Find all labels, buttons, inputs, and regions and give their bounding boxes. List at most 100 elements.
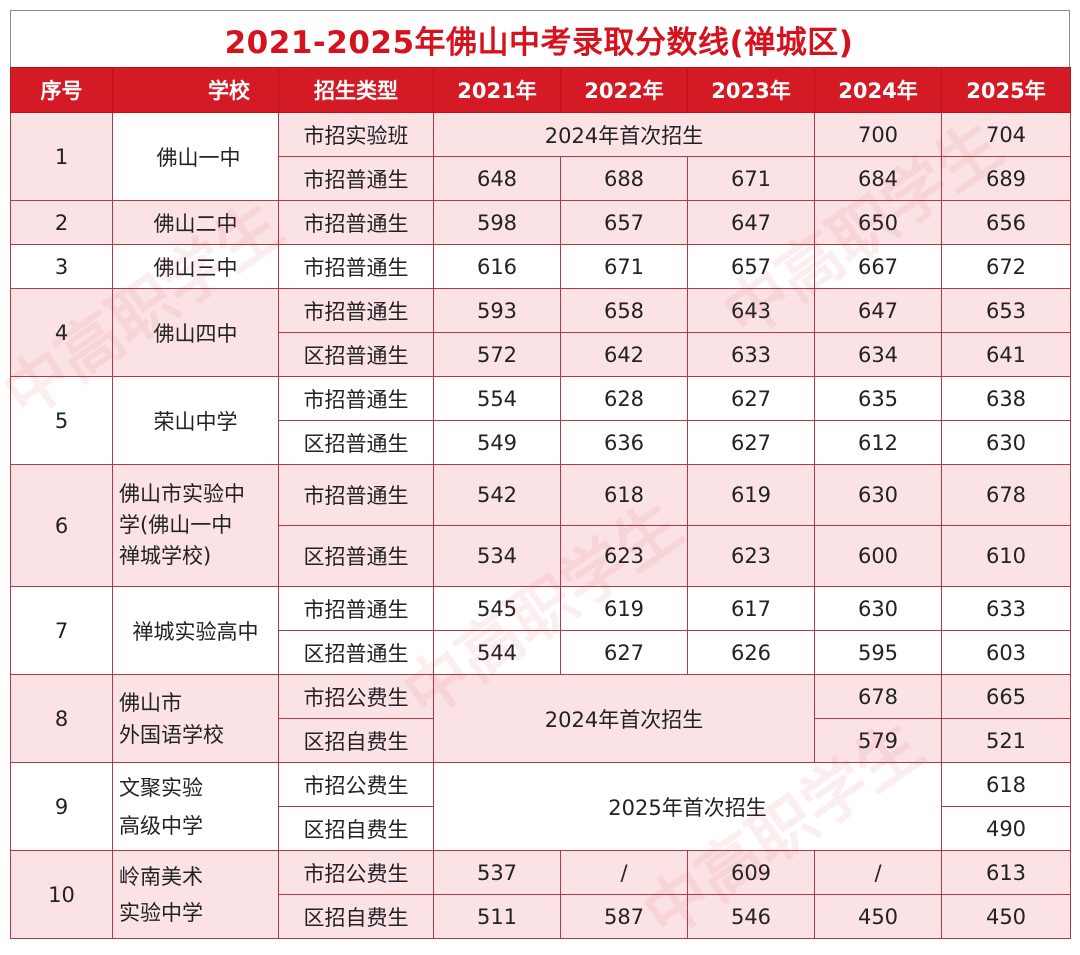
score-2022: 688	[560, 156, 688, 201]
score-2024: 600	[814, 525, 942, 587]
score-2023: 647	[687, 200, 815, 245]
enroll-type: 市招公费生	[278, 850, 434, 895]
header-2021: 2021年	[433, 67, 561, 113]
school-name: 佛山三中	[112, 244, 279, 289]
score-2022: 628	[560, 376, 688, 421]
score-2023: 643	[687, 288, 815, 333]
score-2021: 554	[433, 376, 561, 421]
score-2025: 630	[941, 420, 1071, 465]
school-name: 佛山市实验中 学(佛山一中 禅城学校)	[112, 464, 279, 587]
enroll-type: 区招普通生	[278, 332, 434, 377]
table-row: 区招普通生 549 636 627 612 630	[11, 420, 1071, 465]
score-2024: 630	[814, 586, 942, 631]
header-row: 序号 学校 招生类型 2021年 2022年 2023年 2024年 2025年	[10, 67, 1071, 113]
row-index: 2	[10, 200, 113, 245]
score-2025: 490	[941, 806, 1071, 851]
enroll-type: 市招普通生	[278, 464, 434, 526]
table-row: 6 佛山市实验中 学(佛山一中 禅城学校) 市招普通生 542 618 619 …	[10, 464, 1071, 587]
score-2023: 617	[687, 586, 815, 631]
score-2023: 623	[687, 525, 815, 587]
score-2022: 627	[560, 630, 688, 675]
score-2025: 610	[941, 525, 1071, 587]
score-2021: 598	[433, 200, 561, 245]
score-2022: 619	[560, 586, 688, 631]
score-2023: 633	[687, 332, 815, 377]
table-row: 8 佛山市 外国语学校 市招公费生 2024年首次招生 678 665	[10, 674, 1071, 763]
score-2024: 635	[814, 376, 942, 421]
score-2025: 656	[941, 200, 1071, 245]
score-2023: 671	[687, 156, 815, 201]
score-2025: 653	[941, 288, 1071, 333]
score-2024: 647	[814, 288, 942, 333]
score-2021: 542	[433, 464, 561, 526]
score-2025: 672	[941, 244, 1071, 289]
score-2025: 618	[941, 762, 1071, 807]
enroll-type: 市招实验班	[278, 112, 434, 157]
score-2022: 623	[560, 525, 688, 587]
score-2024: 650	[814, 200, 942, 245]
score-2024: 634	[814, 332, 942, 377]
score-2022: 618	[560, 464, 688, 526]
school-name: 佛山四中	[112, 288, 279, 377]
score-2025: 603	[941, 630, 1071, 675]
school-name: 佛山市 外国语学校	[112, 674, 279, 763]
score-2024: 700	[814, 112, 942, 157]
row-index: 9	[10, 762, 113, 851]
score-2025: 678	[941, 464, 1071, 526]
school-name-line: 禅城学校)	[119, 544, 212, 568]
enroll-type: 市招公费生	[278, 674, 434, 719]
enroll-type: 市招普通生	[278, 288, 434, 333]
enroll-type: 市招公费生	[278, 762, 434, 807]
score-2022: 587	[560, 894, 688, 939]
school-name-line: 岭南美术	[119, 864, 203, 889]
score-2025: 689	[941, 156, 1071, 201]
score-2021: 537	[433, 850, 561, 895]
table-row: 4 佛山四中 市招普通生 593 658 643 647 653	[10, 288, 1071, 377]
score-2021: 648	[433, 156, 561, 201]
score-2025: 613	[941, 850, 1071, 895]
table-row: 5 荣山中学 市招普通生 554 628 627 635 638	[10, 376, 1071, 465]
school-name: 岭南美术 实验中学	[112, 850, 279, 939]
table-row: 7 禅城实验高中 市招普通生 545 619 617 630 633	[10, 586, 1071, 675]
enroll-type: 区招自费生	[278, 894, 434, 939]
school-name-line: 学(佛山一中	[119, 513, 233, 537]
score-2024: 630	[814, 464, 942, 526]
table-row: 2 佛山二中 市招普通生 598 657 647 650 656	[10, 200, 1071, 245]
table-row: 10 岭南美术 实验中学 市招公费生 537 / 609 / 613	[10, 850, 1071, 939]
row-index: 3	[10, 244, 113, 289]
enroll-type: 市招普通生	[278, 200, 434, 245]
enroll-type: 区招普通生	[278, 630, 434, 675]
table-row: 1 佛山一中 市招实验班 2024年首次招生 700 704	[10, 112, 1071, 201]
score-2024: 684	[814, 156, 942, 201]
table-row: 9 文聚实验 高级中学 市招公费生 2025年首次招生 618	[10, 762, 1071, 851]
score-2022: 636	[560, 420, 688, 465]
table-row: 市招普通生 648 688 671 684 689	[11, 156, 1071, 201]
score-2022: 642	[560, 332, 688, 377]
score-2023: 546	[687, 894, 815, 939]
header-2022: 2022年	[560, 67, 688, 113]
school-name-line: 外国语学校	[119, 722, 224, 747]
score-2024: 450	[814, 894, 942, 939]
score-2025: 704	[941, 112, 1071, 157]
table-row: 区招自费生 511 587 546 450 450	[11, 894, 1071, 939]
header-type: 招生类型	[278, 67, 434, 113]
score-2024: /	[814, 850, 942, 895]
score-2021: 534	[433, 525, 561, 587]
table-row: 区招普通生 544 627 626 595 603	[11, 630, 1071, 675]
score-table: 序号 学校 招生类型 2021年 2022年 2023年 2024年 2025年…	[10, 67, 1071, 939]
header-2024: 2024年	[814, 67, 942, 113]
enroll-type: 市招普通生	[278, 156, 434, 201]
row-index: 10	[10, 850, 113, 939]
row-index: 5	[10, 376, 113, 465]
school-name: 禅城实验高中	[112, 586, 279, 675]
score-2025: 638	[941, 376, 1071, 421]
school-name: 文聚实验 高级中学	[112, 762, 279, 851]
score-2024: 612	[814, 420, 942, 465]
row-index: 7	[10, 586, 113, 675]
header-2025: 2025年	[941, 67, 1071, 113]
table-row: 区招普通生 534 623 623 600 610	[11, 525, 1071, 587]
score-2021: 572	[433, 332, 561, 377]
enroll-type: 市招普通生	[278, 244, 434, 289]
school-name: 佛山一中	[112, 112, 279, 201]
row-index: 8	[10, 674, 113, 763]
